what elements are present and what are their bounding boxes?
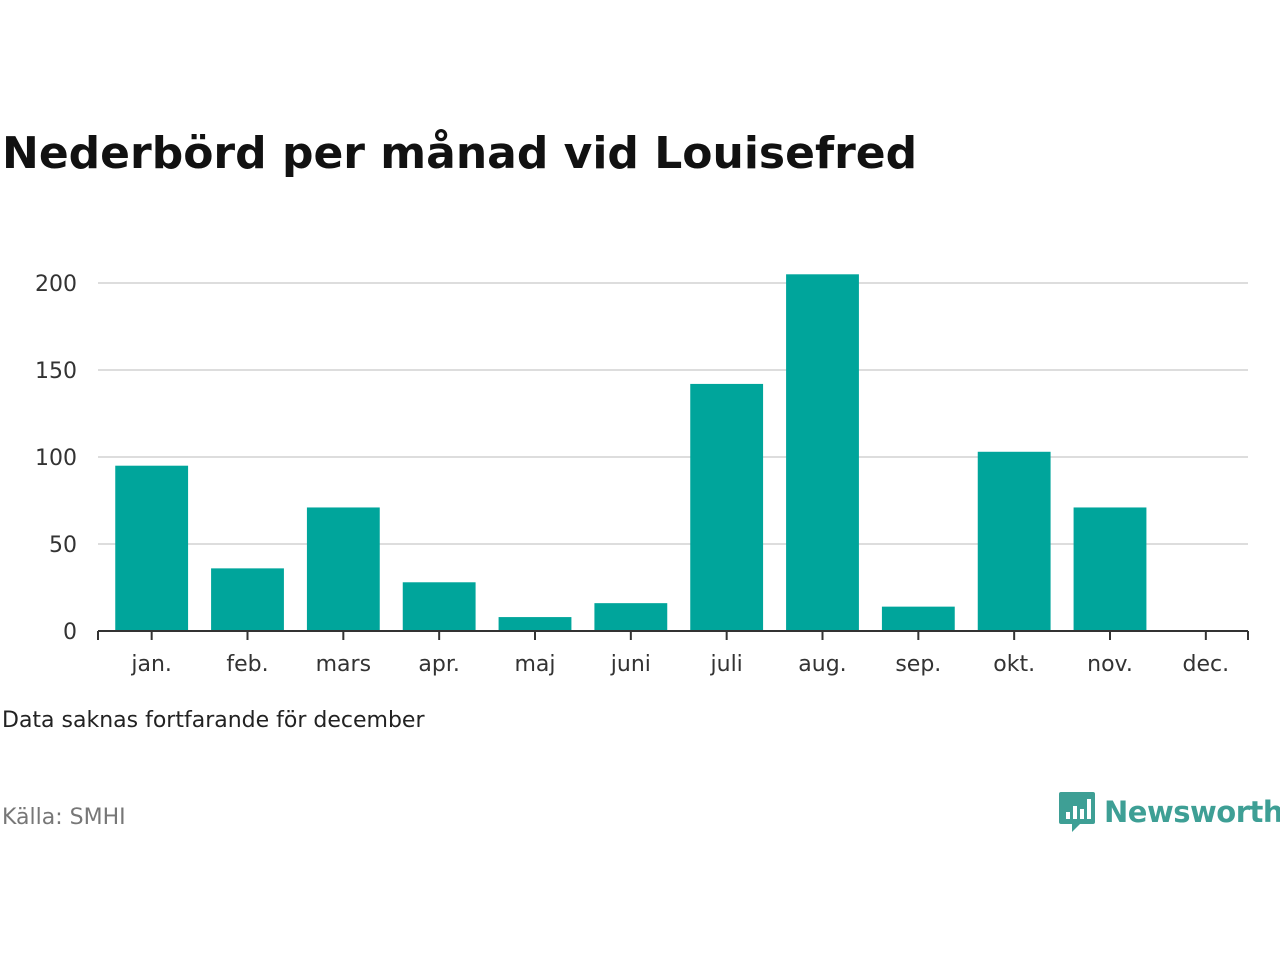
bar — [786, 274, 859, 631]
x-tick-label: sep. — [895, 652, 941, 677]
brand-logo: Newsworthy — [1058, 790, 1280, 834]
chart-note: Data saknas fortfarande för december — [2, 708, 425, 733]
bar — [498, 617, 572, 631]
bar — [402, 582, 476, 631]
y-tick-label: 150 — [35, 359, 77, 384]
bar — [115, 465, 189, 631]
x-tick-label: jan. — [130, 652, 172, 677]
brand-name: Newsworthy — [1104, 795, 1280, 829]
x-axis-labels: jan. feb. mars apr. maj juni juli aug. sep. okt. n… — [130, 652, 1229, 677]
x-tick-label: mars — [316, 652, 371, 677]
bar — [306, 507, 380, 631]
source-credit: Källa: SMHI — [2, 805, 126, 830]
x-axis — [97, 630, 1249, 640]
x-tick-label: maj — [514, 652, 555, 677]
bar — [881, 606, 955, 631]
bars — [115, 274, 1147, 631]
chart-speech-bubble-icon — [1059, 792, 1095, 832]
x-tick-label: okt. — [993, 652, 1035, 677]
y-axis-labels: 0 50 100 150 200 — [35, 272, 77, 645]
x-tick-label: nov. — [1087, 652, 1133, 677]
y-tick-label: 50 — [49, 533, 77, 558]
bar — [690, 383, 764, 631]
x-tick-label: feb. — [226, 652, 268, 677]
x-tick-label: juni — [610, 652, 651, 677]
bar — [211, 568, 284, 631]
x-tick-label: juli — [710, 652, 743, 677]
x-tick-label: aug. — [798, 652, 846, 677]
gridlines — [98, 282, 1248, 545]
bar-chart: 0 50 100 150 200 jan. feb. mars apr. maj juni juli… — [35, 272, 1249, 677]
x-tick-label: apr. — [418, 652, 459, 677]
chart-title: Nederbörd per månad vid Louisefred — [2, 128, 918, 179]
y-tick-label: 100 — [35, 446, 77, 471]
y-tick-label: 0 — [63, 620, 77, 645]
y-tick-label: 200 — [35, 272, 77, 297]
bar — [977, 451, 1051, 631]
bar — [1073, 507, 1147, 631]
bar — [594, 603, 668, 631]
x-tick-label: dec. — [1183, 652, 1230, 677]
